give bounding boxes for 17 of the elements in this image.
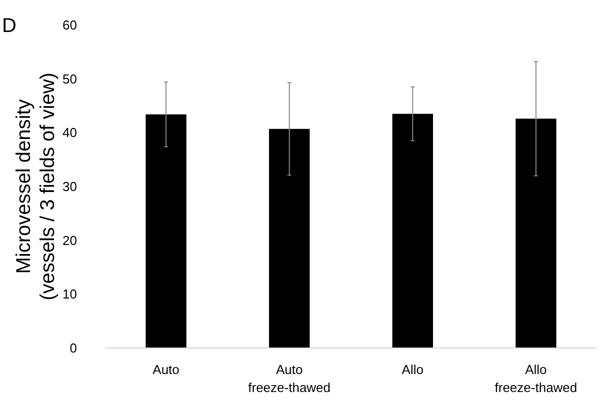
y-tick-label: 0 [70,340,77,356]
x-tick-label: Allo freeze-thawed [494,362,578,395]
y-tick-label: 30 [62,179,77,194]
text: D [2,15,16,37]
y-tick-label: 50 [62,71,77,86]
y-axis-title: Microvessel density (vessels / 3 fields of view) [13,72,59,300]
bar [146,114,186,348]
x-tick-label: Auto [152,362,180,377]
y-tick-label: 20 [62,232,77,248]
x-tick-label: Allo [402,362,424,377]
bar [516,118,556,348]
y-tick-label: 40 [62,125,77,140]
y-tick-label: 10 [62,286,77,302]
bar [392,114,433,348]
bar [269,128,310,348]
x-tick-label: Auto freeze-thawed [248,362,331,395]
y-tick-label: 60 [62,18,77,33]
